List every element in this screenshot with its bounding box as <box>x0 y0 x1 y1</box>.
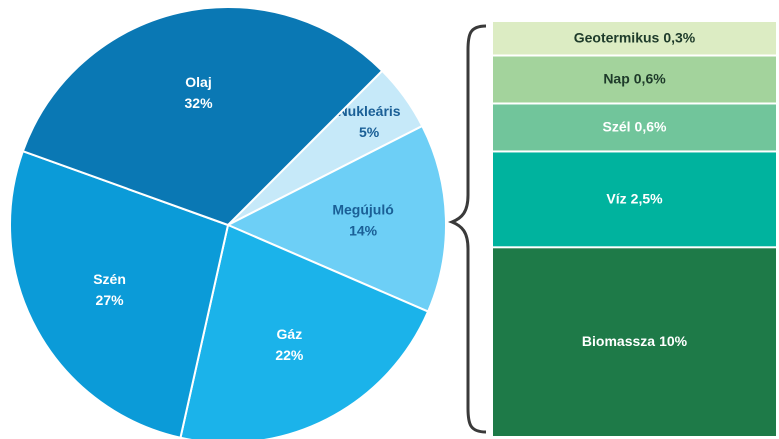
segment-label: Szél 0,6% <box>603 118 667 134</box>
bar-segment <box>493 56 776 103</box>
slice-value-label: 32% <box>185 95 214 111</box>
pie-slice <box>9 149 230 439</box>
slice-value-label: 14% <box>349 222 378 238</box>
segment-label: Biomassza 10% <box>582 333 688 349</box>
segment-name: Geotermikus <box>574 29 660 45</box>
segment-name: Nap <box>603 70 629 86</box>
segment-value: 0,3% <box>663 29 695 45</box>
segment-value: 10% <box>659 333 688 349</box>
segment-label: Nap 0,6% <box>603 70 666 86</box>
segment-name: Víz <box>606 190 626 206</box>
bar-segment <box>493 104 776 151</box>
pie-slice <box>225 124 447 313</box>
slice-value-label: 27% <box>96 292 125 308</box>
bar-segment <box>493 22 776 55</box>
slice-value-label: 22% <box>275 347 304 363</box>
segment-value: 0,6% <box>635 118 667 134</box>
slice-label: Megújuló <box>332 201 393 217</box>
segment-value: 2,5% <box>631 190 663 206</box>
slice-label: Nukleáris <box>338 103 401 119</box>
segment-name: Biomassza <box>582 333 655 349</box>
bar-segment <box>493 152 776 247</box>
pie-slice <box>21 6 384 227</box>
slice-label: Szén <box>93 271 126 287</box>
segment-value: 0,6% <box>634 70 666 86</box>
bar-segment <box>493 248 776 436</box>
segment-label: Geotermikus 0,3% <box>574 29 696 45</box>
segment-name: Szél <box>603 118 631 134</box>
segment-label: Víz 2,5% <box>606 190 663 206</box>
slice-label: Olaj <box>185 74 211 90</box>
slice-value-label: 5% <box>359 124 380 140</box>
brace <box>447 24 487 434</box>
slice-label: Gáz <box>277 326 303 342</box>
pie-slice <box>179 223 430 439</box>
